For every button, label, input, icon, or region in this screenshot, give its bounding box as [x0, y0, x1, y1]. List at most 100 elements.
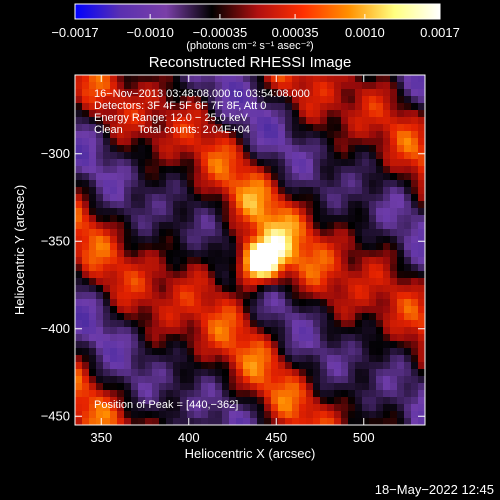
heatmap-cell [110, 194, 118, 202]
heatmap-cell [292, 152, 300, 160]
heatmap-cell [117, 103, 125, 111]
heatmap-cell [334, 75, 342, 83]
heatmap-cell [187, 89, 195, 97]
heatmap-cell [208, 334, 216, 342]
heatmap-cell [236, 229, 244, 237]
heatmap-cell [250, 362, 258, 370]
heatmap-cell [376, 418, 384, 425]
heatmap-cell [208, 327, 216, 335]
heatmap-cell [383, 411, 391, 419]
heatmap-cell [194, 208, 202, 216]
heatmap-cell [369, 82, 377, 90]
heatmap-cell [362, 362, 370, 370]
heatmap-cell [173, 229, 181, 237]
heatmap-cell [222, 243, 230, 251]
heatmap-cell [208, 131, 216, 139]
heatmap-cell [341, 313, 349, 321]
heatmap-image [75, 75, 425, 425]
heatmap-cell [355, 285, 363, 293]
heatmap-cell [362, 215, 370, 223]
heatmap-cell [411, 159, 419, 167]
heatmap-cell [292, 257, 300, 265]
heatmap-cell [96, 278, 104, 286]
heatmap-cell [306, 145, 314, 153]
heatmap-cell [187, 376, 195, 384]
heatmap-cell [194, 117, 202, 125]
heatmap-cell [348, 110, 356, 118]
heatmap-cell [278, 145, 286, 153]
heatmap-cell [236, 152, 244, 160]
heatmap-cell [222, 152, 230, 160]
heatmap-cell [103, 96, 111, 104]
heatmap-cell [145, 362, 153, 370]
heatmap-cell [131, 369, 139, 377]
heatmap-cell [362, 145, 370, 153]
heatmap-cell [243, 411, 251, 419]
heatmap-cell [208, 306, 216, 314]
heatmap-cell [250, 236, 258, 244]
heatmap-cell [278, 404, 286, 412]
heatmap-cell [376, 250, 384, 258]
heatmap-cell [369, 187, 377, 195]
heatmap-cell [229, 194, 237, 202]
heatmap-cell [110, 152, 118, 160]
heatmap-cell [152, 75, 160, 83]
heatmap-cell [82, 159, 90, 167]
heatmap-cell [222, 236, 230, 244]
heatmap-cell [180, 208, 188, 216]
heatmap-cell [201, 383, 209, 391]
heatmap-cell [215, 348, 223, 356]
heatmap-cell [166, 236, 174, 244]
heatmap-cell [187, 334, 195, 342]
heatmap-cell [334, 348, 342, 356]
heatmap-cell [180, 383, 188, 391]
heatmap-cell [166, 96, 174, 104]
heatmap-cell [82, 187, 90, 195]
heatmap-cell [411, 138, 419, 146]
heatmap-cell [215, 257, 223, 265]
heatmap-cell [362, 201, 370, 209]
heatmap-cell [383, 376, 391, 384]
heatmap-cell [110, 215, 118, 223]
heatmap-cell [96, 404, 104, 412]
heatmap-cell [376, 75, 384, 83]
heatmap-cell [180, 201, 188, 209]
heatmap-cell [194, 257, 202, 265]
heatmap-cell [75, 243, 83, 251]
heatmap-cell [229, 355, 237, 363]
heatmap-cell [82, 341, 90, 349]
heatmap-cell [257, 187, 265, 195]
heatmap-cell [341, 411, 349, 419]
heatmap-cell [124, 355, 132, 363]
heatmap-cell [96, 138, 104, 146]
heatmap-cell [138, 166, 146, 174]
heatmap-cell [278, 166, 286, 174]
heatmap-cell [418, 355, 425, 363]
heatmap-cell [201, 173, 209, 181]
heatmap-cell [411, 292, 419, 300]
heatmap-cell [334, 194, 342, 202]
heatmap-cell [278, 257, 286, 265]
heatmap-cell [250, 369, 258, 377]
heatmap-cell [397, 390, 405, 398]
heatmap-cell [390, 418, 398, 425]
heatmap-cell [131, 383, 139, 391]
heatmap-cell [418, 278, 425, 286]
heatmap-cell [131, 278, 139, 286]
heatmap-cell [152, 222, 160, 230]
heatmap-cell [138, 348, 146, 356]
heatmap-cell [138, 208, 146, 216]
heatmap-cell [390, 145, 398, 153]
heatmap-cell [376, 264, 384, 272]
heatmap-cell [82, 383, 90, 391]
heatmap-cell [285, 397, 293, 405]
heatmap-cell [82, 173, 90, 181]
heatmap-cell [159, 222, 167, 230]
heatmap-cell [292, 327, 300, 335]
heatmap-cell [285, 404, 293, 412]
heatmap-cell [292, 187, 300, 195]
heatmap-cell [236, 145, 244, 153]
heatmap-cell [96, 89, 104, 97]
heatmap-cell [278, 306, 286, 314]
heatmap-cell [159, 383, 167, 391]
